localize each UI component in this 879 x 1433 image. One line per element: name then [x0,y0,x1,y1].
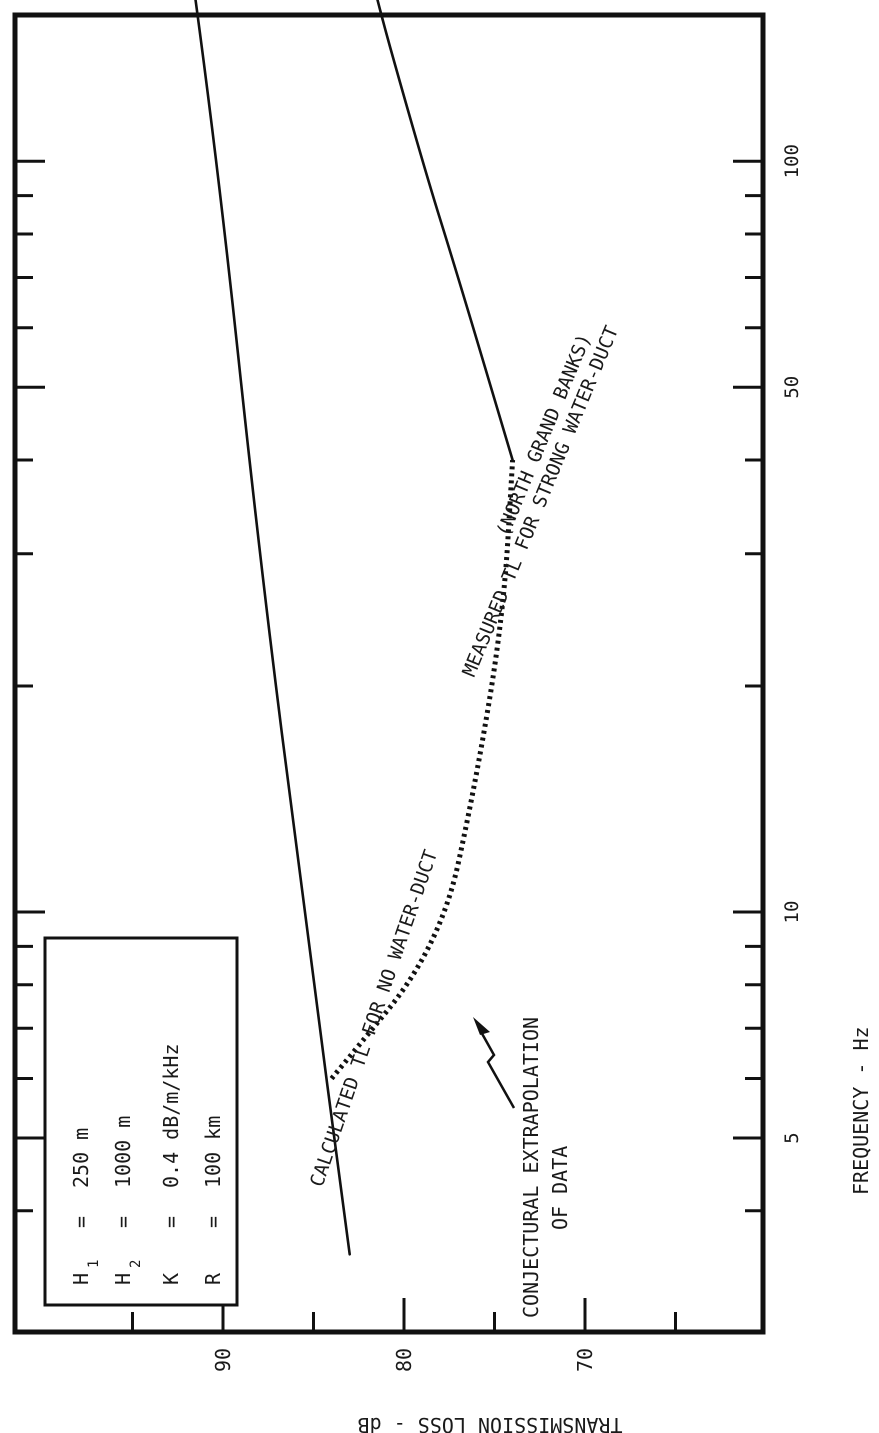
extrapolation-sublabel: OF DATA [548,1146,572,1230]
extrapolation-arrow [478,1029,516,1109]
parameter-box: H 1 = 250 m H 2 = 1000 m K = 0.4 dB/m/kHz R = 100 km [43,936,239,1307]
parameter-rows: H 1 = 250 m H 2 = 1000 m K = 0.4 dB/m/kHz R = 100 km [69,1044,225,1286]
series-0-line [194,0,351,1256]
x-tick-label: 100 [781,144,803,178]
param-symbol: R [201,1272,225,1285]
x-axis-ticks: 510501005001000 [15,144,803,1213]
param-symbol: H [69,1273,93,1285]
y-axis-ticks: 70 80 90 [131,1298,677,1372]
param-value: 1000 m [111,1116,135,1188]
param-equals: = [201,1216,225,1228]
param-equals: = [111,1216,135,1228]
x-axis-title: FREQUENCY - Hz [849,1026,873,1195]
y-tick-label: 70 [573,1348,597,1372]
param-equals: = [69,1216,93,1228]
series-1-line [376,0,514,462]
extrapolation-arrow-head [473,1017,490,1035]
y-tick-label: 90 [211,1348,235,1372]
param-subscript: 2 [128,1260,144,1268]
measured-curve-label: MEASURED TL FOR STRONG WATER-DUCT [458,323,623,680]
x-tick-label: 50 [781,376,803,399]
x-tick-label: 10 [781,901,803,924]
param-value: 250 m [69,1128,93,1188]
param-symbol: K [159,1273,183,1285]
param-subscript: 1 [86,1260,102,1268]
param-symbol: H [111,1273,135,1285]
param-value: 100 km [201,1116,225,1188]
plot-frame [12,12,766,1335]
y-tick-label: 80 [392,1348,416,1372]
parameter-box-frame [43,936,239,1307]
param-value: 0.4 dB/m/kHz [159,1044,183,1189]
param-equals: = [159,1216,183,1228]
series-2-line [329,459,516,1081]
extrapolation-label: CONJECTURAL EXTRAPOLATION [519,1017,543,1318]
x-tick-label: 5 [781,1132,803,1143]
y-axis-title: TRANSMISSION LOSS - dB [358,1413,623,1433]
calculated-curve-label: CALCULATED TL FOR NO WATER-DUCT [306,847,442,1189]
curves [194,0,516,1256]
